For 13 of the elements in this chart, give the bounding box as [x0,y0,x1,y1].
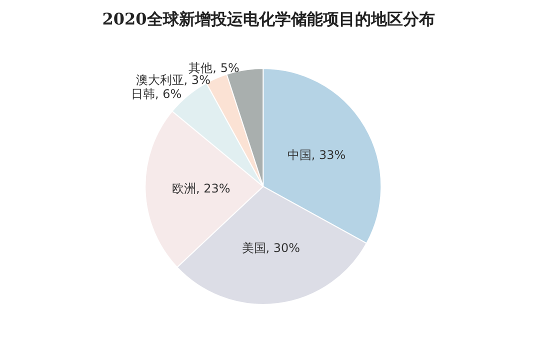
slice-label: 美国 [242,240,266,255]
slice-label: 日韩 [130,86,155,101]
slice-label: 其他 [188,60,213,75]
slice-label: 澳大利亚 [136,72,184,87]
slice-label: 欧洲 [172,181,196,196]
data-label: , 5% [212,60,240,75]
data-label: , 30% [266,240,300,255]
chart-title: 2020全球新增投运电化学储能项目的地区分布 [102,10,435,28]
slice-label: 中国 [287,148,312,162]
data-label: , 6% [154,86,182,101]
data-label: , 33% [311,148,346,162]
data-label: , 23% [196,181,230,196]
data-label: , 3% [184,72,210,87]
